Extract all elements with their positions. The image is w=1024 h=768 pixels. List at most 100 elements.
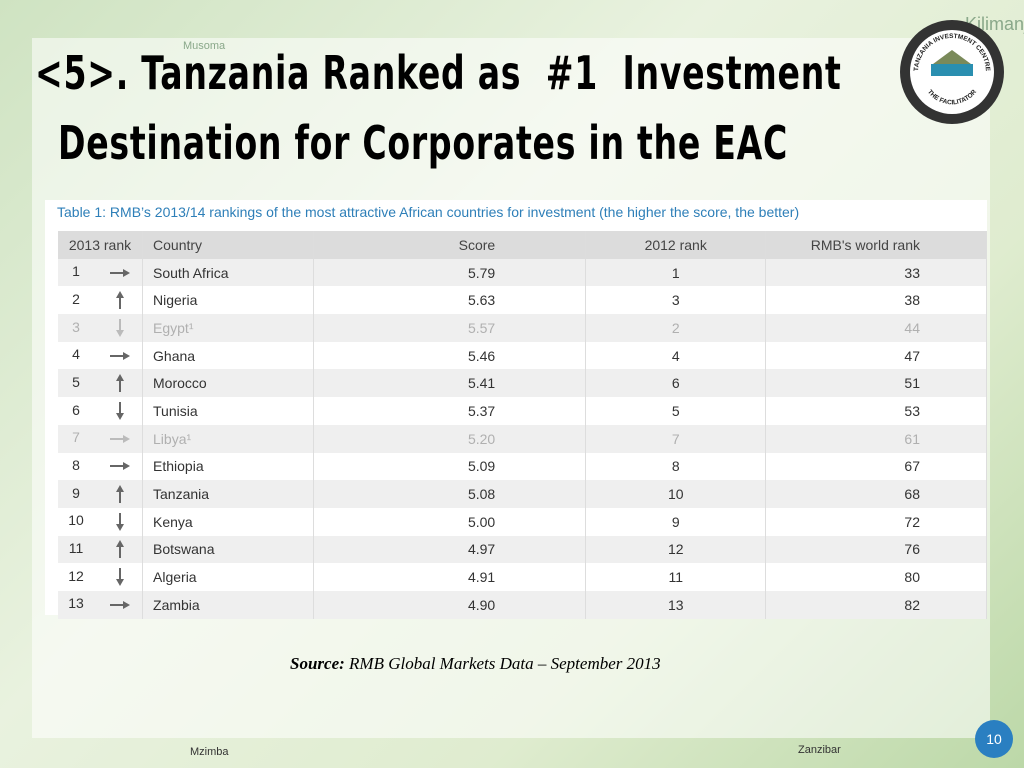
- table-cell: 13: [58, 590, 144, 619]
- table-cell: 4.91: [313, 563, 587, 591]
- map-label: Mzimba: [190, 746, 229, 758]
- table-cell: 12: [58, 563, 144, 591]
- table-cell: 3: [58, 314, 144, 342]
- source-text: RMB Global Markets Data – September 2013: [349, 654, 661, 673]
- table-cell: 38: [765, 286, 987, 315]
- rank-text: 7: [72, 429, 80, 446]
- trend-arrow: [116, 512, 124, 531]
- source: Source: RMB Global Markets Data – Septem…: [290, 654, 661, 674]
- table-cell: 5: [585, 397, 767, 425]
- table-cell: Egypt¹: [142, 314, 315, 342]
- trend-arrow: [116, 374, 124, 393]
- rank-text: 4: [72, 346, 80, 363]
- table-caption: Table 1: RMB’s 2013/14 rankings of the m…: [57, 204, 800, 220]
- table-cell: Libya¹: [142, 424, 315, 453]
- table-cell: 80: [765, 563, 987, 591]
- trend-arrow: [110, 462, 130, 471]
- table-row: 9 Tanzania 5.08 10 68: [58, 480, 987, 508]
- table-cell: 6: [58, 397, 144, 425]
- table-cell: 4: [58, 341, 144, 370]
- table-cell: Ghana: [142, 341, 315, 370]
- rank-text: 8: [72, 457, 80, 474]
- trend-arrow: [110, 600, 130, 609]
- rank-text: 1: [72, 263, 80, 280]
- table-cell: 53: [765, 397, 987, 425]
- table-row: 5 Morocco 5.41 6 51: [58, 369, 987, 398]
- table-row: 3 Egypt¹ 5.57 2 44: [58, 314, 987, 342]
- table-cell: 13: [585, 590, 767, 619]
- source-label: Source:: [290, 654, 345, 673]
- table-cell: Tanzania: [142, 480, 315, 508]
- table-cell: Morocco: [142, 369, 315, 398]
- table-cell: 4: [585, 341, 767, 370]
- table-cell: 11: [58, 535, 144, 564]
- table-cell: 82: [765, 590, 987, 619]
- table-row: 10 Kenya 5.00 9 72: [58, 507, 987, 536]
- table-row: 11 Botswana 4.97 12 76: [58, 535, 987, 564]
- table-row: 13 Zambia 4.90 13 82: [58, 590, 987, 619]
- table-row: 4 Ghana 5.46 4 47: [58, 341, 987, 370]
- table-cell: 47: [765, 341, 987, 370]
- rank-text: 6: [72, 401, 80, 418]
- table-cell: 44: [765, 314, 987, 342]
- table-cell: 3: [585, 286, 767, 315]
- table-cell: 72: [765, 507, 987, 536]
- table-row: 6 Tunisia 5.37 5 53: [58, 397, 987, 425]
- trend-arrow: [116, 568, 124, 587]
- table-cell: 5.09: [313, 452, 587, 481]
- table-cell: South Africa: [142, 258, 315, 287]
- table-cell: 5.46: [313, 341, 587, 370]
- header-cell: Country: [142, 231, 315, 259]
- table-cell: 10: [58, 507, 144, 536]
- table-cell: Ethiopia: [142, 452, 315, 481]
- table-cell: 12: [585, 535, 767, 564]
- table-cell: 7: [58, 424, 144, 453]
- table-cell: 5.41: [313, 369, 587, 398]
- table-cell: Kenya: [142, 507, 315, 536]
- map-label: Zanzibar: [798, 744, 841, 756]
- title: Destination for Corporates in the EAC: [58, 116, 789, 170]
- table-cell: 8: [585, 452, 767, 481]
- table-row: 1 South Africa 5.79 1 33: [58, 258, 987, 287]
- table-cell: 61: [765, 424, 987, 453]
- table-cell: 10: [585, 480, 767, 508]
- table-cell: 68: [765, 480, 987, 508]
- table-cell: 67: [765, 452, 987, 481]
- rank-text: 11: [68, 540, 84, 557]
- table-cell: 5: [58, 369, 144, 398]
- table-cell: 5.63: [313, 286, 587, 315]
- header-cell: Score: [313, 231, 587, 259]
- header-row: 2013 rank Country Score 2012 rank RMB's worl…: [58, 231, 987, 259]
- table-cell: 76: [765, 535, 987, 564]
- table-row: 8 Ethiopia 5.09 8 67: [58, 452, 987, 481]
- table-row: 12 Algeria 4.91 11 80: [58, 563, 987, 591]
- table-cell: 1: [585, 258, 767, 287]
- map-label: Musoma: [183, 40, 226, 52]
- rank-text: 12: [68, 567, 84, 584]
- table-row: 7 Libya¹ 5.20 7 61: [58, 424, 987, 453]
- table-cell: 7: [585, 424, 767, 453]
- table-cell: Botswana: [142, 535, 315, 564]
- table-cell: 51: [765, 369, 987, 398]
- table-cell: 5.57: [313, 314, 587, 342]
- trend-arrow: [116, 485, 124, 504]
- header-cell: 2012 rank: [585, 231, 767, 259]
- table-cell: Algeria: [142, 563, 315, 591]
- rank-text: 2: [72, 290, 80, 307]
- table-cell: Tunisia: [142, 397, 315, 425]
- rank-text: 3: [72, 318, 80, 335]
- table-cell: 5.08: [313, 480, 587, 508]
- table-cell: 33: [765, 258, 987, 287]
- table-cell: 8: [58, 452, 144, 481]
- header-cell: RMB's world rank: [765, 231, 987, 259]
- trend-arrow: [116, 540, 124, 559]
- rank-text: 9: [72, 484, 80, 501]
- page-number: 10: [975, 720, 1013, 758]
- table-cell: 9: [58, 480, 144, 508]
- trend-arrow: [116, 291, 124, 310]
- table-cell: Nigeria: [142, 286, 315, 315]
- table: 2013 rank Country Score 2012 rank RMB's worl…: [58, 231, 987, 619]
- table-panel: Table 1: RMB’s 2013/14 rankings of the m…: [45, 200, 987, 619]
- table-cell: 2: [58, 286, 144, 315]
